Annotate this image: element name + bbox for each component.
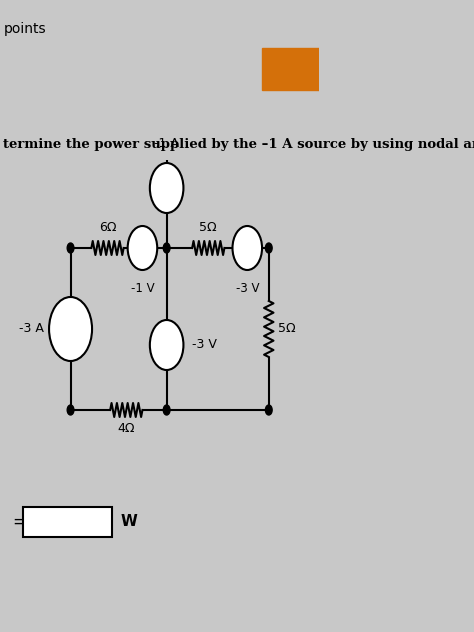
Text: -1 A: -1 A (154, 137, 179, 150)
Circle shape (67, 243, 74, 253)
Text: -3 V: -3 V (192, 339, 217, 351)
Text: -49: -49 (54, 514, 81, 530)
Text: +: + (235, 241, 246, 255)
Circle shape (232, 226, 262, 270)
Text: +: + (161, 326, 173, 340)
Circle shape (163, 405, 170, 415)
Text: −: − (248, 241, 260, 255)
Text: termine the power supplied by the –1 A source by using nodal analysis: termine the power supplied by the –1 A s… (3, 138, 474, 151)
Text: −: − (130, 241, 142, 255)
Circle shape (67, 405, 74, 415)
Circle shape (128, 226, 157, 270)
Text: W: W (121, 514, 138, 530)
Text: -1 V: -1 V (131, 282, 154, 295)
FancyBboxPatch shape (23, 507, 111, 537)
Text: +: + (143, 241, 155, 255)
Circle shape (163, 243, 170, 253)
Text: -3 A: -3 A (19, 322, 44, 336)
Circle shape (49, 297, 92, 361)
Circle shape (265, 243, 272, 253)
Text: =: = (12, 513, 26, 531)
Bar (262, 48, 319, 90)
Text: -3 V: -3 V (236, 282, 259, 295)
Circle shape (265, 405, 272, 415)
Text: −: − (161, 352, 173, 366)
Circle shape (150, 320, 183, 370)
Text: 4Ω: 4Ω (118, 422, 135, 435)
Circle shape (150, 163, 183, 213)
Text: 6Ω: 6Ω (99, 221, 116, 234)
Text: 5Ω: 5Ω (278, 322, 296, 336)
Text: points: points (4, 22, 46, 36)
Text: 5Ω: 5Ω (200, 221, 217, 234)
